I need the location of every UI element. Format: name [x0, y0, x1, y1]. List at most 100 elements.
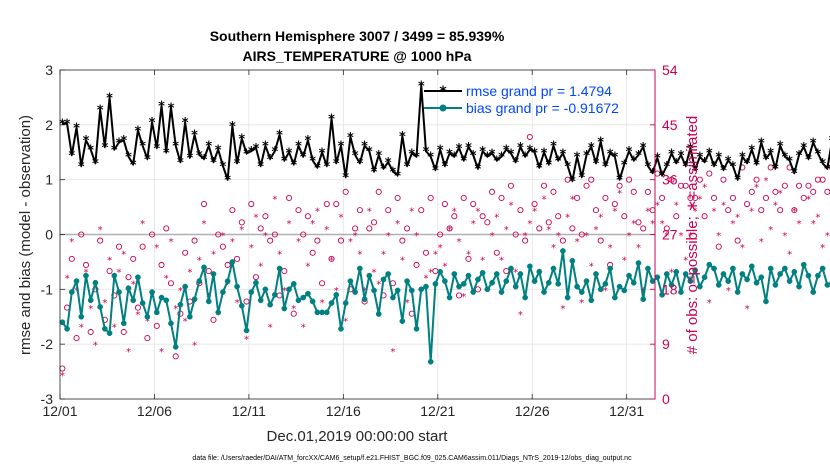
rmse-marker: *: [423, 145, 430, 160]
obs-assimilated-marker: *: [423, 274, 428, 285]
rmse-marker: *: [111, 144, 118, 159]
obs-assimilated-marker: *: [187, 268, 192, 279]
y-tick-label: 1: [45, 172, 53, 188]
obs-possible-marker: [418, 207, 425, 214]
obs-possible-marker: [323, 200, 330, 208]
rmse-marker: *: [678, 149, 685, 164]
y-tick-label: 2: [45, 117, 53, 133]
obs-assimilated-marker: *: [268, 322, 273, 333]
obs-possible-marker: [413, 261, 420, 269]
obs-possible-marker: [512, 231, 519, 238]
rmse-marker: *: [68, 149, 75, 164]
obs-possible-marker: [800, 194, 807, 201]
obs-assimilated-marker: *: [778, 188, 783, 199]
rmse-marker: *: [286, 146, 293, 161]
obs-assimilated-marker: *: [603, 286, 608, 297]
obs-assimilated-marker: *: [797, 219, 802, 230]
rmse-marker: *: [739, 151, 746, 166]
bias-marker: [366, 272, 373, 279]
obs-assimilated-marker: *: [301, 322, 306, 333]
obs-possible-marker: [625, 176, 633, 183]
bias-marker: [73, 278, 80, 284]
bias-marker: [187, 313, 193, 320]
rmse-marker: *: [366, 145, 373, 160]
rmse-marker: *: [503, 144, 510, 159]
bias-marker: [352, 289, 358, 295]
obs-assimilated-marker: *: [173, 304, 178, 315]
rmse-marker: *: [715, 151, 722, 166]
bias-marker: [149, 289, 155, 295]
obs-assimilated-marker: *: [235, 298, 240, 309]
obs-assimilated-marker: *: [150, 292, 155, 303]
rmse-marker: *: [574, 151, 581, 166]
obs-possible-marker: [616, 182, 623, 189]
bias-marker: [630, 279, 637, 286]
obs-possible-marker: [427, 194, 434, 201]
obs-assimilated-marker: *: [197, 255, 202, 266]
obs-possible-marker: [673, 213, 680, 220]
rmse-marker: *: [687, 142, 694, 157]
right-y-axis-label: # of obs: o=possible; ∗=assimilated: [684, 116, 701, 355]
bias-marker: [64, 325, 70, 332]
obs-assimilated-marker: *: [754, 182, 759, 193]
obs-assimilated-marker: *: [589, 261, 594, 272]
right-tick-label: 27: [662, 227, 678, 243]
obs-assimilated-marker: *: [357, 249, 362, 260]
obs-possible-marker: [677, 182, 685, 189]
bias-marker: [489, 279, 495, 286]
obs-assimilated-marker: *: [164, 274, 169, 285]
rmse-marker: *: [611, 151, 618, 166]
obs-assimilated-marker: *: [405, 298, 410, 309]
obs-assimilated-marker: *: [471, 219, 476, 230]
bias-marker: [654, 274, 661, 281]
bias-marker: [593, 271, 599, 277]
obs-assimilated-marker: *: [244, 335, 249, 346]
obs-assimilated-marker: *: [660, 219, 665, 230]
rmse-marker: *: [361, 140, 368, 155]
rmse-marker: *: [333, 157, 340, 172]
rmse-marker: *: [744, 157, 751, 172]
bias-marker: [390, 294, 396, 301]
bias-marker: [739, 271, 746, 277]
rmse-marker: *: [645, 160, 652, 175]
bias-marker: [583, 278, 590, 284]
bias-marker: [541, 289, 547, 295]
obs-possible-marker: [767, 164, 774, 171]
obs-assimilated-marker: *: [372, 268, 377, 279]
bias-marker: [333, 291, 340, 298]
obs-assimilated-marker: *: [768, 225, 773, 236]
obs-assimilated-marker: *: [631, 219, 636, 230]
x-axis-ticks: 12/01 12/06 12/11 12/16 12/21 12/26 12/31: [42, 70, 644, 419]
rmse-marker: *: [153, 142, 160, 157]
obs-assimilated-marker: *: [253, 213, 258, 224]
obs-assimilated-marker: *: [475, 207, 480, 218]
obs-possible-marker: [748, 188, 755, 195]
obs-possible-marker: [309, 249, 316, 256]
legend-rmse-marker: *: [439, 84, 447, 100]
rmse-marker: *: [257, 160, 264, 175]
rmse-marker: *: [663, 160, 670, 175]
rmse-marker: *: [602, 160, 609, 175]
rmse-marker: *: [427, 151, 434, 166]
obs-assimilated-marker: *: [154, 243, 159, 254]
obs-assimilated-marker: *: [584, 231, 589, 242]
bias-marker: [682, 271, 689, 277]
obs-assimilated-marker: *: [112, 322, 117, 333]
bias-marker: [220, 289, 226, 295]
bias-marker: [215, 309, 222, 316]
obs-assimilated-marker: *: [664, 231, 669, 242]
y-axis-ticks: -3 -2 -1 0 1 2 3: [41, 62, 65, 407]
bias-marker: [574, 283, 580, 290]
bias-marker: [744, 276, 750, 283]
obs-possible-marker: [545, 219, 552, 226]
bias-marker: [706, 261, 713, 268]
bias-marker: [78, 313, 85, 320]
obs-assimilated-marker: *: [565, 213, 570, 224]
x-axis-label: Dec.01,2019 00:00:00 start: [267, 428, 449, 445]
bias-marker: [267, 301, 273, 308]
rmse-series: ****************************************…: [59, 79, 830, 190]
bias-marker: [139, 300, 146, 306]
rmse-marker: *: [394, 169, 401, 184]
rmse-marker: *: [356, 157, 363, 172]
rmse-marker: *: [408, 147, 415, 162]
